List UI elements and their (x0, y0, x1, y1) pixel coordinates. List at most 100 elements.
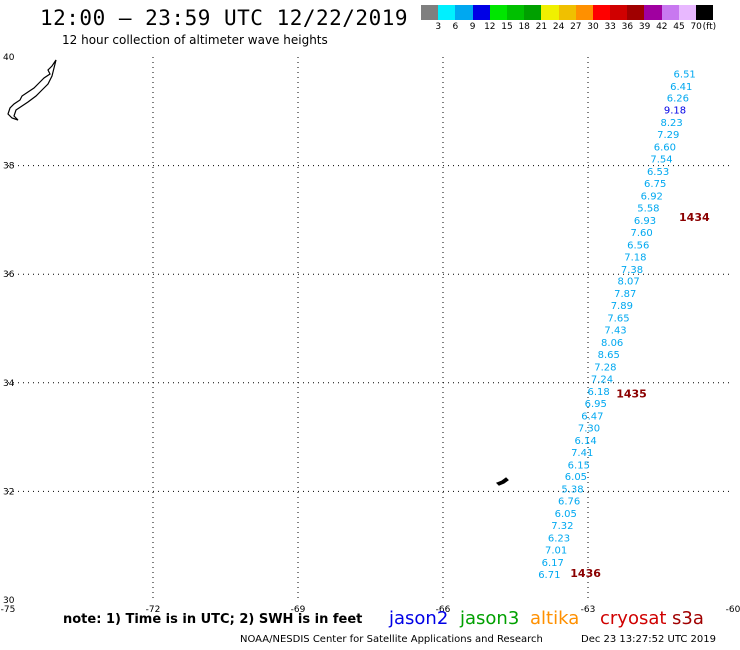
swh-value: 8.06 (601, 338, 623, 349)
latitude-tick: 40 (3, 53, 15, 63)
longitude-tick: -66 (436, 605, 451, 615)
legend-tick: 33 (604, 22, 616, 32)
legend-tick: 36 (621, 22, 634, 32)
legend-swatch (438, 5, 456, 20)
swh-value: 6.15 (568, 460, 590, 471)
legend-tick: 45 (673, 22, 685, 32)
swh-value: 6.26 (667, 94, 689, 105)
legend-swatch (506, 5, 525, 20)
swh-value: 5.38 (561, 485, 583, 496)
swh-value: 7.18 (624, 252, 646, 263)
swh-value: 6.05 (555, 509, 577, 520)
coastline (7, 59, 509, 486)
longitude-tick: -75 (1, 605, 16, 615)
swh-value: 6.23 (548, 534, 570, 545)
swh-value: 6.71 (538, 570, 560, 581)
swh-value: 6.53 (647, 167, 669, 178)
longitude-tick: -63 (581, 605, 596, 615)
legend-swatch (627, 5, 645, 20)
legend-swatch (696, 5, 714, 20)
swh-value: 7.38 (621, 265, 643, 276)
satellite-label-s3a: s3a (672, 608, 704, 629)
latitude-tick: 32 (3, 487, 14, 497)
legend-tick: 3 (435, 22, 442, 32)
pass-time: 1435 (616, 388, 647, 401)
legend-tick: 18 (518, 22, 530, 32)
longitude-tick: -60 (726, 605, 740, 615)
legend-swatch (644, 5, 662, 20)
swh-value: 6.51 (674, 69, 696, 80)
map-gridlines (8, 57, 733, 600)
legend-tick: 24 (552, 22, 565, 32)
longitude-tick: -72 (146, 605, 161, 615)
pass-time-labels: 1434 1435 1436 (570, 211, 710, 580)
latitude-tick: 36 (3, 270, 15, 280)
swh-value: 6.18 (588, 387, 610, 398)
legend-tick: 42 (656, 22, 668, 32)
coastline-north-carolina (7, 59, 57, 121)
swh-value: 6.47 (581, 411, 603, 422)
swh-value: 7.65 (607, 314, 629, 325)
latitude-tick: 34 (3, 379, 15, 389)
legend-unit: (ft) (702, 22, 717, 32)
legend-tick: 30 (587, 22, 599, 32)
bermuda-island (495, 477, 509, 486)
swh-value: 6.41 (670, 82, 692, 93)
legend-swatch (575, 5, 593, 20)
legend-swatch (524, 5, 542, 20)
swh-value: 7.89 (611, 301, 633, 312)
swh-value: 6.14 (574, 436, 596, 447)
legend-tick: 21 (535, 22, 548, 32)
swh-value: 6.76 (558, 497, 580, 508)
legend-swatch (421, 5, 439, 20)
swh-value: 7.29 (657, 130, 679, 141)
swh-value: 6.17 (542, 558, 564, 569)
swh-value: 7.32 (551, 521, 573, 532)
satellite-label-jason3: jason3 (460, 608, 520, 629)
legend-tick: 9 (469, 22, 476, 32)
legend-tick: 15 (501, 22, 513, 32)
latitude-tick: 38 (3, 162, 15, 172)
legend-swatch (472, 5, 490, 20)
swh-value: 7.30 (578, 423, 600, 434)
legend-swatch (455, 5, 473, 20)
swh-value: 7.28 (594, 363, 616, 374)
credit-text: NOAA/NESDIS Center for Satellite Applica… (240, 634, 543, 645)
satellite-label-cryosat: cryosat (600, 608, 667, 629)
swh-value: 8.23 (660, 118, 682, 129)
swh-value: 7.54 (650, 155, 672, 166)
units-note: note: 1) Time is in UTC; 2) SWH is in fe… (63, 612, 363, 627)
swh-value: 7.87 (614, 289, 636, 300)
legend-tick: 39 (638, 22, 651, 32)
swh-value: 6.05 (565, 472, 587, 483)
swh-value: 9.18 (664, 106, 686, 117)
swh-value: 6.95 (585, 399, 607, 410)
generated-timestamp: Dec 23 13:27:52 UTC 2019 (581, 634, 716, 645)
latitude-tick: 30 (3, 596, 15, 606)
pass-time: 1436 (570, 567, 601, 580)
legend-swatch (541, 5, 559, 20)
swh-value: 6.75 (644, 179, 666, 190)
swh-value: 7.41 (571, 448, 593, 459)
legend-swatch (592, 5, 611, 20)
legend-tick: 12 (484, 22, 496, 32)
swh-value: 6.93 (634, 216, 656, 227)
swh-value: 7.01 (545, 546, 567, 557)
longitude-tick-labels: -75 -72 -69 -66 -63 -60 (1, 605, 740, 615)
swh-value: 8.65 (598, 350, 620, 361)
legend-tick: 6 (452, 22, 459, 32)
swh-value: 8.07 (617, 277, 639, 288)
swh-value: 7.60 (631, 228, 653, 239)
swh-observations: 6.51 6.416.269.188.237.29 6.607.546.536.75… (538, 69, 696, 581)
satellite-label-jason2: jason2 (389, 608, 449, 629)
map-subtitle: 12 hour collection of altimeter wave hei… (62, 33, 328, 47)
satellite-label-altika: altika (530, 608, 580, 629)
swh-value: 7.24 (591, 374, 613, 385)
pass-time: 1434 (679, 211, 710, 224)
legend-swatch (489, 5, 507, 20)
legend-swatch (661, 5, 679, 20)
swh-value: 7.43 (604, 326, 626, 337)
latitude-tick-labels: 40 38 36 34 32 30 (3, 53, 15, 606)
swh-value: 6.56 (627, 240, 649, 251)
